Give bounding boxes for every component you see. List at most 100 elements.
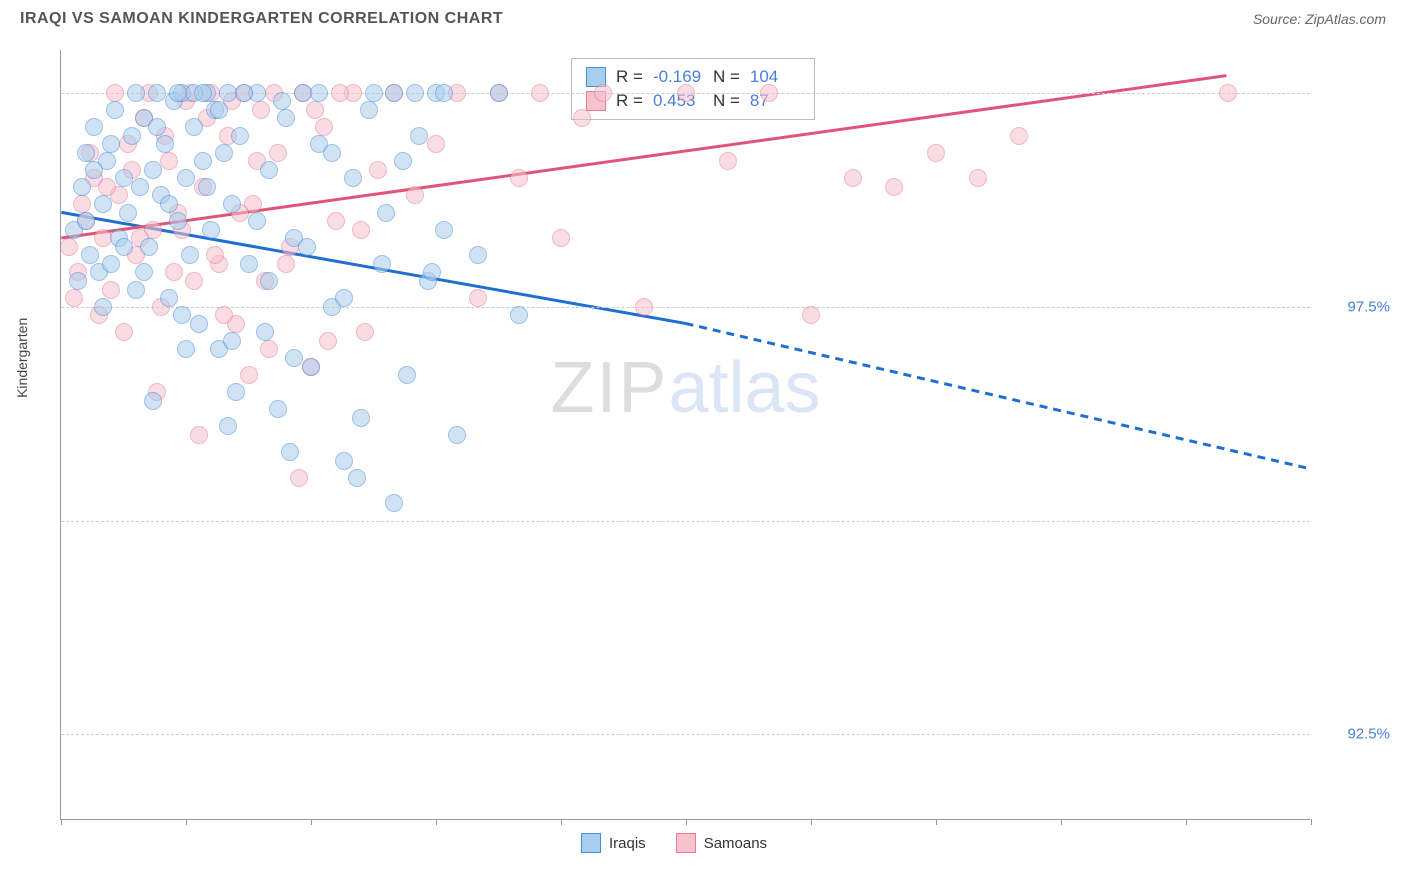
scatter-point-iraqis	[219, 417, 237, 435]
scatter-point-samoans	[260, 340, 278, 358]
chart-header: IRAQI VS SAMOAN KINDERGARTEN CORRELATION…	[10, 10, 1396, 36]
scatter-point-iraqis	[169, 212, 187, 230]
legend-label-samoans: Samoans	[704, 835, 767, 852]
scatter-point-iraqis	[469, 246, 487, 264]
y-axis-title: Kindergarten	[14, 318, 30, 398]
scatter-point-iraqis	[490, 84, 508, 102]
scatter-point-samoans	[927, 144, 945, 162]
scatter-point-iraqis	[294, 84, 312, 102]
scatter-point-iraqis	[119, 204, 137, 222]
scatter-point-iraqis	[106, 101, 124, 119]
scatter-point-iraqis	[173, 306, 191, 324]
scatter-point-iraqis	[302, 358, 320, 376]
scatter-point-iraqis	[85, 118, 103, 136]
scatter-point-iraqis	[160, 289, 178, 307]
gridline	[61, 307, 1310, 308]
chart-container: IRAQI VS SAMOAN KINDERGARTEN CORRELATION…	[10, 10, 1396, 882]
scatter-point-iraqis	[198, 178, 216, 196]
scatter-point-samoans	[469, 289, 487, 307]
scatter-point-samoans	[327, 212, 345, 230]
scatter-point-iraqis	[77, 212, 95, 230]
scatter-point-iraqis	[219, 84, 237, 102]
scatter-point-iraqis	[194, 152, 212, 170]
scatter-point-samoans	[885, 178, 903, 196]
scatter-point-iraqis	[298, 238, 316, 256]
x-tick	[61, 819, 62, 825]
scatter-point-iraqis	[127, 281, 145, 299]
bottom-legend: Iraqis Samoans	[581, 833, 767, 853]
scatter-point-iraqis	[410, 127, 428, 145]
swatch-iraqis	[581, 833, 601, 853]
scatter-point-iraqis	[385, 84, 403, 102]
scatter-point-iraqis	[377, 204, 395, 222]
scatter-point-samoans	[160, 152, 178, 170]
scatter-point-samoans	[190, 426, 208, 444]
scatter-point-samoans	[510, 169, 528, 187]
scatter-point-samoans	[165, 263, 183, 281]
scatter-point-iraqis	[231, 127, 249, 145]
scatter-point-samoans	[677, 84, 695, 102]
scatter-point-iraqis	[160, 195, 178, 213]
scatter-point-iraqis	[260, 272, 278, 290]
scatter-point-iraqis	[144, 161, 162, 179]
scatter-point-samoans	[290, 469, 308, 487]
plot-area: ZIPatlas R = -0.169 N = 104 R = 0.453 N …	[60, 50, 1310, 820]
scatter-point-iraqis	[177, 340, 195, 358]
legend-label-iraqis: Iraqis	[609, 835, 646, 852]
scatter-point-iraqis	[210, 101, 228, 119]
scatter-point-samoans	[427, 135, 445, 153]
scatter-point-iraqis	[77, 144, 95, 162]
scatter-point-iraqis	[148, 118, 166, 136]
scatter-point-samoans	[73, 195, 91, 213]
scatter-point-samoans	[552, 229, 570, 247]
scatter-point-samoans	[319, 332, 337, 350]
scatter-point-iraqis	[202, 221, 220, 239]
scatter-point-iraqis	[448, 426, 466, 444]
scatter-point-iraqis	[140, 238, 158, 256]
x-tick	[1311, 819, 1312, 825]
scatter-point-samoans	[1219, 84, 1237, 102]
scatter-point-iraqis	[256, 323, 274, 341]
stats-n-label: N =	[713, 67, 740, 87]
stats-r-label: R =	[616, 67, 643, 87]
scatter-point-iraqis	[373, 255, 391, 273]
scatter-point-samoans	[65, 289, 83, 307]
scatter-point-iraqis	[352, 409, 370, 427]
x-tick	[436, 819, 437, 825]
scatter-point-iraqis	[235, 84, 253, 102]
scatter-point-samoans	[573, 109, 591, 127]
x-tick	[686, 819, 687, 825]
scatter-point-iraqis	[348, 469, 366, 487]
stats-r-value-iraqis: -0.169	[653, 67, 703, 87]
scatter-point-iraqis	[223, 332, 241, 350]
scatter-point-iraqis	[323, 144, 341, 162]
x-tick	[311, 819, 312, 825]
scatter-point-iraqis	[185, 118, 203, 136]
scatter-point-samoans	[352, 221, 370, 239]
scatter-point-samoans	[760, 84, 778, 102]
scatter-point-samoans	[102, 281, 120, 299]
scatter-point-iraqis	[281, 443, 299, 461]
scatter-point-samoans	[252, 101, 270, 119]
scatter-point-iraqis	[69, 272, 87, 290]
chart-source: Source: ZipAtlas.com	[1253, 11, 1386, 27]
scatter-point-iraqis	[273, 92, 291, 110]
x-tick	[561, 819, 562, 825]
scatter-point-iraqis	[177, 169, 195, 187]
chart-title: IRAQI VS SAMOAN KINDERGARTEN CORRELATION…	[20, 10, 503, 28]
scatter-point-iraqis	[127, 84, 145, 102]
scatter-point-iraqis	[335, 289, 353, 307]
watermark-zip: ZIP	[550, 348, 668, 428]
scatter-point-iraqis	[310, 84, 328, 102]
scatter-point-samoans	[94, 229, 112, 247]
scatter-point-iraqis	[223, 195, 241, 213]
scatter-point-iraqis	[181, 246, 199, 264]
scatter-point-iraqis	[423, 263, 441, 281]
scatter-point-iraqis	[148, 84, 166, 102]
scatter-point-iraqis	[156, 135, 174, 153]
scatter-point-iraqis	[385, 494, 403, 512]
scatter-point-iraqis	[510, 306, 528, 324]
y-tick-label: 92.5%	[1320, 726, 1390, 743]
scatter-point-iraqis	[190, 315, 208, 333]
scatter-point-iraqis	[344, 169, 362, 187]
